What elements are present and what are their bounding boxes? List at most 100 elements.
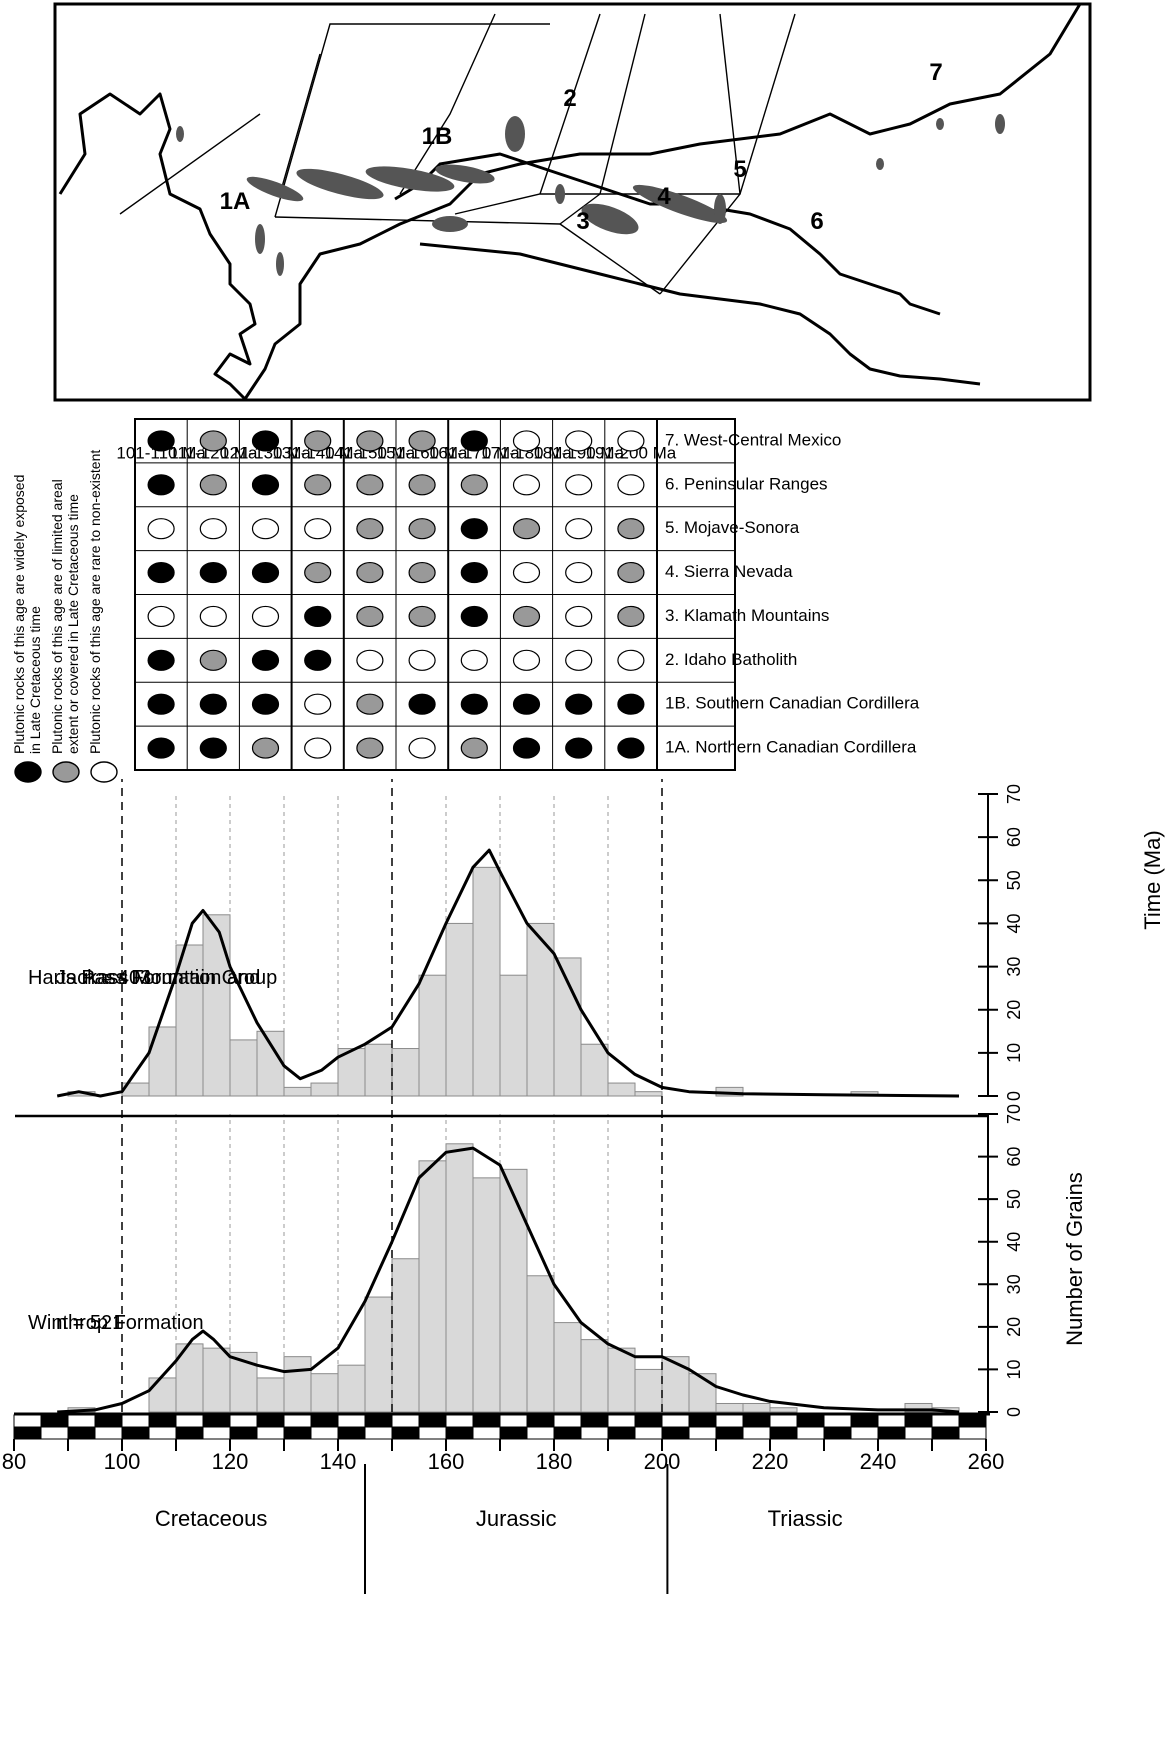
table-cell-dot: [251, 561, 280, 584]
table-cell-dot: [251, 605, 280, 628]
table-cell-dot: [617, 737, 645, 759]
table-cell-dot: [147, 649, 175, 671]
histogram-bar: [580, 1043, 609, 1097]
density-curve: [56, 848, 960, 1098]
map-label-6: 6: [810, 208, 823, 235]
histogram-bar: [661, 1356, 690, 1413]
scale-bar-segment: [904, 1426, 933, 1440]
scale-bar-segment: [229, 1426, 258, 1440]
map-panel: 1A 1B 2 3 4 5 6 7: [53, 2, 1092, 402]
table-cell-dot: [408, 605, 436, 628]
table-cell-dot: [304, 649, 332, 671]
scale-bar-segment: [256, 1414, 285, 1428]
legend-text: Plutonic rocks of this age are rare to n…: [87, 450, 103, 754]
time-tick-label: 80: [2, 1449, 26, 1474]
scale-bar-segment: [67, 1426, 96, 1440]
table-cell-dot: [565, 693, 593, 715]
scale-bar-segment: [607, 1426, 636, 1440]
map-political-boundaries: [119, 13, 796, 295]
histogram-bar: [769, 1407, 798, 1413]
scale-bar-segment: [607, 1414, 636, 1428]
scale-bar-segment: [958, 1414, 987, 1428]
scale-bar-segment: [94, 1426, 123, 1440]
map-label-1a: 1A: [220, 188, 251, 215]
table-cell-dot: [356, 474, 384, 496]
scale-bar-segment: [445, 1426, 474, 1440]
histogram-bar: [364, 1296, 393, 1413]
table-cell-dot: [304, 737, 332, 759]
table-cell-dot: [251, 474, 280, 496]
histogram-bar: [148, 1377, 177, 1413]
table-cell-dot: [199, 561, 227, 584]
table-cell-dot: [408, 737, 436, 759]
time-tick-label: 240: [860, 1449, 897, 1474]
count-axis: 0 10 20 30 40 50 60 70: [978, 1104, 1024, 1417]
scale-bar-segment: [769, 1426, 798, 1440]
table-cell-dot: [512, 605, 541, 628]
scale-bar-segment: [121, 1426, 150, 1440]
table-cell-dot: [147, 430, 175, 452]
scale-bar-segment: [877, 1414, 906, 1428]
table-cell-dot: [617, 561, 645, 584]
legend-text: in Late Cretaceous time: [27, 606, 43, 754]
histogram-bar: [715, 1402, 744, 1413]
time-tick-label: 220: [752, 1449, 789, 1474]
time-tick-label: 120: [212, 1449, 249, 1474]
table-cell-dot: [356, 518, 384, 540]
grains-axis-title: Number of Grains: [1062, 1172, 1087, 1346]
scale-bar-segment: [337, 1426, 366, 1440]
time-tick-label: 260: [968, 1449, 1005, 1474]
table-cell-dot: [565, 605, 593, 628]
region-label: 5. Mojave-Sonora: [665, 518, 800, 537]
table-cell-dot: [304, 693, 332, 715]
histogram-bar: [499, 974, 528, 1097]
region-label: 4. Sierra Nevada: [665, 562, 793, 581]
table-cell-dot: [512, 474, 541, 496]
scale-bar-segment: [499, 1414, 528, 1428]
table-cell-dot: [460, 693, 488, 715]
scale-bar-segment: [40, 1426, 69, 1440]
histogram-bar: [634, 1091, 663, 1097]
table-cell-dot: [408, 474, 436, 496]
winthrop-n: n = 521: [56, 1312, 123, 1334]
count-tick-label: 20: [1004, 1317, 1024, 1337]
age-bin-label: 171-180 Ma: [481, 443, 572, 462]
count-tick-label: 70: [1004, 784, 1024, 804]
table-cell-dot: [408, 518, 436, 540]
histogram-bar: [310, 1082, 339, 1097]
legend: Plutonic rocks of this age are widely ex…: [11, 450, 118, 783]
period-label: Jurassic: [476, 1506, 557, 1531]
map-label-2: 2: [563, 85, 576, 112]
table-cell-dot: [199, 649, 227, 671]
scale-bar-segment: [661, 1426, 690, 1440]
histogram-bar: [202, 914, 231, 1097]
histogram-bar: [391, 1258, 420, 1413]
scale-bar-segment: [40, 1414, 69, 1428]
count-tick-label: 70: [1004, 1104, 1024, 1124]
time-tick-label: 180: [536, 1449, 573, 1474]
scale-bar-segment: [850, 1426, 879, 1440]
table-cell-dot: [512, 561, 541, 584]
scale-bar-segment: [904, 1414, 933, 1428]
count-tick-label: 0: [1004, 1091, 1024, 1101]
legend-dot: [90, 761, 118, 783]
scale-bar-segment: [94, 1414, 123, 1428]
table-cell-dot: [251, 649, 280, 671]
scale-bar-segment: [364, 1414, 393, 1428]
histogram-bar: [607, 1347, 636, 1413]
scale-bar-segment: [148, 1414, 177, 1428]
histogram-bar: [742, 1402, 771, 1413]
age-bin-label: 111-120 Ma: [169, 443, 258, 462]
table-cell-dot: [199, 737, 227, 759]
table-cell-dot: [147, 518, 175, 540]
table-cell-dot: [408, 430, 436, 452]
table-cell-dot: [460, 518, 488, 540]
map-labels: 1A 1B 2 3 4 5 6 7: [220, 59, 943, 235]
histogram-bar: [391, 1048, 420, 1097]
time-axis-title: Time (Ma): [1140, 830, 1165, 929]
region-label: 1B. Southern Canadian Cordillera: [665, 694, 920, 713]
table-cell-dot: [408, 561, 436, 584]
scale-bar-segment: [121, 1414, 150, 1428]
table-cell-dot: [565, 474, 593, 496]
scale-bar-segment: [418, 1426, 447, 1440]
